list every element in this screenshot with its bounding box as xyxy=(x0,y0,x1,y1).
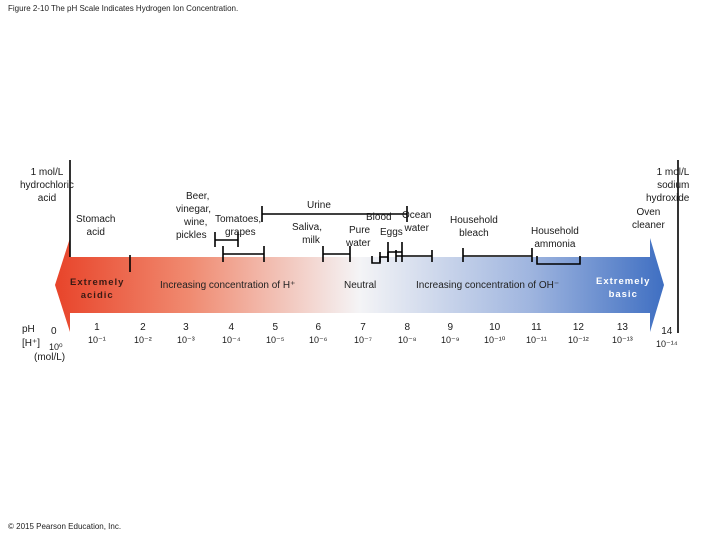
h-plus-axis-label: [H⁺] xyxy=(22,338,41,349)
label-beer-vinegar: Beer, vinegar, wine, pickles xyxy=(176,191,212,241)
ph-value-6: 6 10⁻⁶ xyxy=(309,322,328,345)
label-pure-water: Pure water xyxy=(346,225,371,249)
label-household-bleach: Household bleach xyxy=(450,215,498,239)
label-increasing-h: Increasing concentration of H⁺ xyxy=(160,280,296,291)
range-bar-saliva xyxy=(322,246,351,262)
axis-labels: pH [H⁺] (mol/L) xyxy=(22,323,65,365)
range-bar-tomatoes xyxy=(222,246,265,262)
label-saliva-milk: Saliva, milk xyxy=(292,222,323,246)
ph-value-13: 13 10⁻¹³ xyxy=(612,322,633,345)
ph-gradient-arrow xyxy=(55,238,664,332)
ph-value-11: 11 10⁻¹¹ xyxy=(526,322,547,345)
range-bar-bleach xyxy=(462,248,533,262)
ph-value-4: 4 10⁻⁴ xyxy=(222,322,241,345)
label-neutral: Neutral xyxy=(344,280,377,291)
conc-value-0: 10⁰ xyxy=(49,342,63,352)
range-bar-urine xyxy=(261,206,408,222)
range-bar-ocean xyxy=(395,250,433,262)
label-oven-cleaner: Oven cleaner xyxy=(632,207,665,231)
ph-value-12: 12 10⁻¹² xyxy=(568,322,589,345)
label-sodium-hydroxide: 1 mol/L sodium hydroxide xyxy=(646,167,690,204)
ph-value-3: 3 10⁻³ xyxy=(177,322,195,345)
label-household-ammonia: Household ammonia xyxy=(531,226,579,250)
ph-value-2: 2 10⁻² xyxy=(134,322,152,345)
label-increasing-oh: Increasing concentration of OH⁻ xyxy=(416,280,560,291)
ph-value-0: 0 xyxy=(51,326,57,337)
label-extremely-acidic: Extremely acidic xyxy=(70,277,125,301)
label-ocean-water: Ocean water xyxy=(402,210,432,234)
label-hydrochloric-acid: 1 mol/L hydrochloric acid xyxy=(20,167,74,204)
range-bar-eggs xyxy=(387,242,403,262)
ph-value-9: 9 10⁻⁹ xyxy=(441,322,460,345)
label-urine: Urine xyxy=(307,200,331,211)
ph-value-14: 14 10⁻¹⁴ xyxy=(656,326,678,349)
ph-value-8: 8 10⁻⁸ xyxy=(398,322,417,345)
label-eggs: Eggs xyxy=(380,227,403,238)
label-stomach-acid: Stomach acid xyxy=(76,214,116,238)
ph-value-7: 7 10⁻⁷ xyxy=(354,322,373,345)
label-tomatoes-grapes: Tomatoes, grapes xyxy=(215,214,262,238)
range-bar-beer xyxy=(214,232,239,247)
figure-caption: Figure 2-10 The pH Scale Indicates Hydro… xyxy=(8,4,239,13)
label-blood: Blood xyxy=(366,212,392,223)
range-bar-ammonia xyxy=(536,256,581,265)
copyright-notice: © 2015 Pearson Education, Inc. xyxy=(8,522,122,531)
label-extremely-basic: Extremely basic xyxy=(596,276,651,300)
ph-axis-label: pH xyxy=(22,324,35,335)
ph-value-1: 1 10⁻¹ xyxy=(88,322,106,345)
ph-value-5: 5 10⁻⁵ xyxy=(266,322,285,345)
unit-label: (mol/L) xyxy=(34,352,66,363)
ph-value-10: 10 10⁻¹⁰ xyxy=(484,322,506,345)
